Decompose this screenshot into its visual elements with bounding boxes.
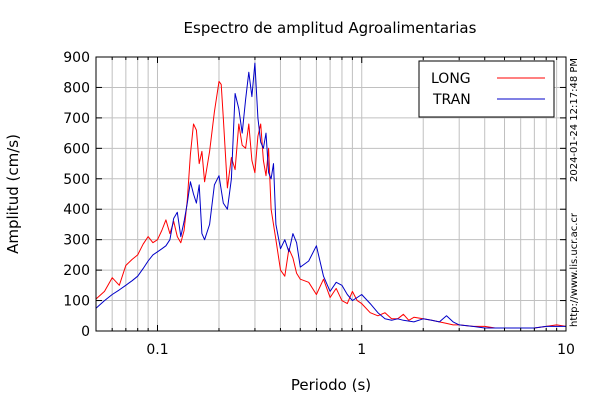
- x-tick-label: 1: [357, 342, 366, 358]
- ticks: [96, 56, 566, 332]
- y-tick-label: 300: [63, 233, 90, 249]
- series-group: [95, 62, 567, 329]
- y-tick-label: 200: [63, 263, 90, 279]
- legend-label-tran: TRAN: [432, 92, 471, 108]
- y-tick-label: 600: [63, 141, 90, 157]
- x-tick-label: 10: [557, 342, 575, 358]
- chart-title: Espectro de amplitud Agroalimentarias: [184, 19, 477, 37]
- y-tick-label: 500: [63, 172, 90, 188]
- legend-box: [418, 60, 555, 118]
- timestamp-label: 2024-01-24 12:17:48 PM: [569, 58, 580, 182]
- x-axis-title: Periodo (s): [291, 376, 371, 394]
- series-line-tran: [95, 62, 566, 329]
- source-url-label: http://www.lis.ucr.ac.cr: [569, 212, 580, 327]
- legend-label-long: LONG: [431, 71, 471, 87]
- grid: [96, 57, 566, 331]
- y-axis-title: Amplitud (cm/s): [4, 134, 22, 254]
- y-tick-label: 900: [63, 50, 90, 66]
- y-tick-label: 100: [63, 294, 90, 310]
- y-tick-label: 800: [63, 80, 90, 96]
- plot-frame: [95, 56, 567, 332]
- y-tick-label: 700: [63, 111, 90, 127]
- legend: LONG TRAN: [418, 60, 555, 118]
- y-tick-label: 0: [81, 324, 90, 340]
- tick-labels: 0 100 200 300 400 500 600 700 800 900 0.1 1 10: [63, 50, 575, 358]
- x-tick-label: 0.1: [146, 342, 168, 358]
- y-tick-label: 400: [63, 202, 90, 218]
